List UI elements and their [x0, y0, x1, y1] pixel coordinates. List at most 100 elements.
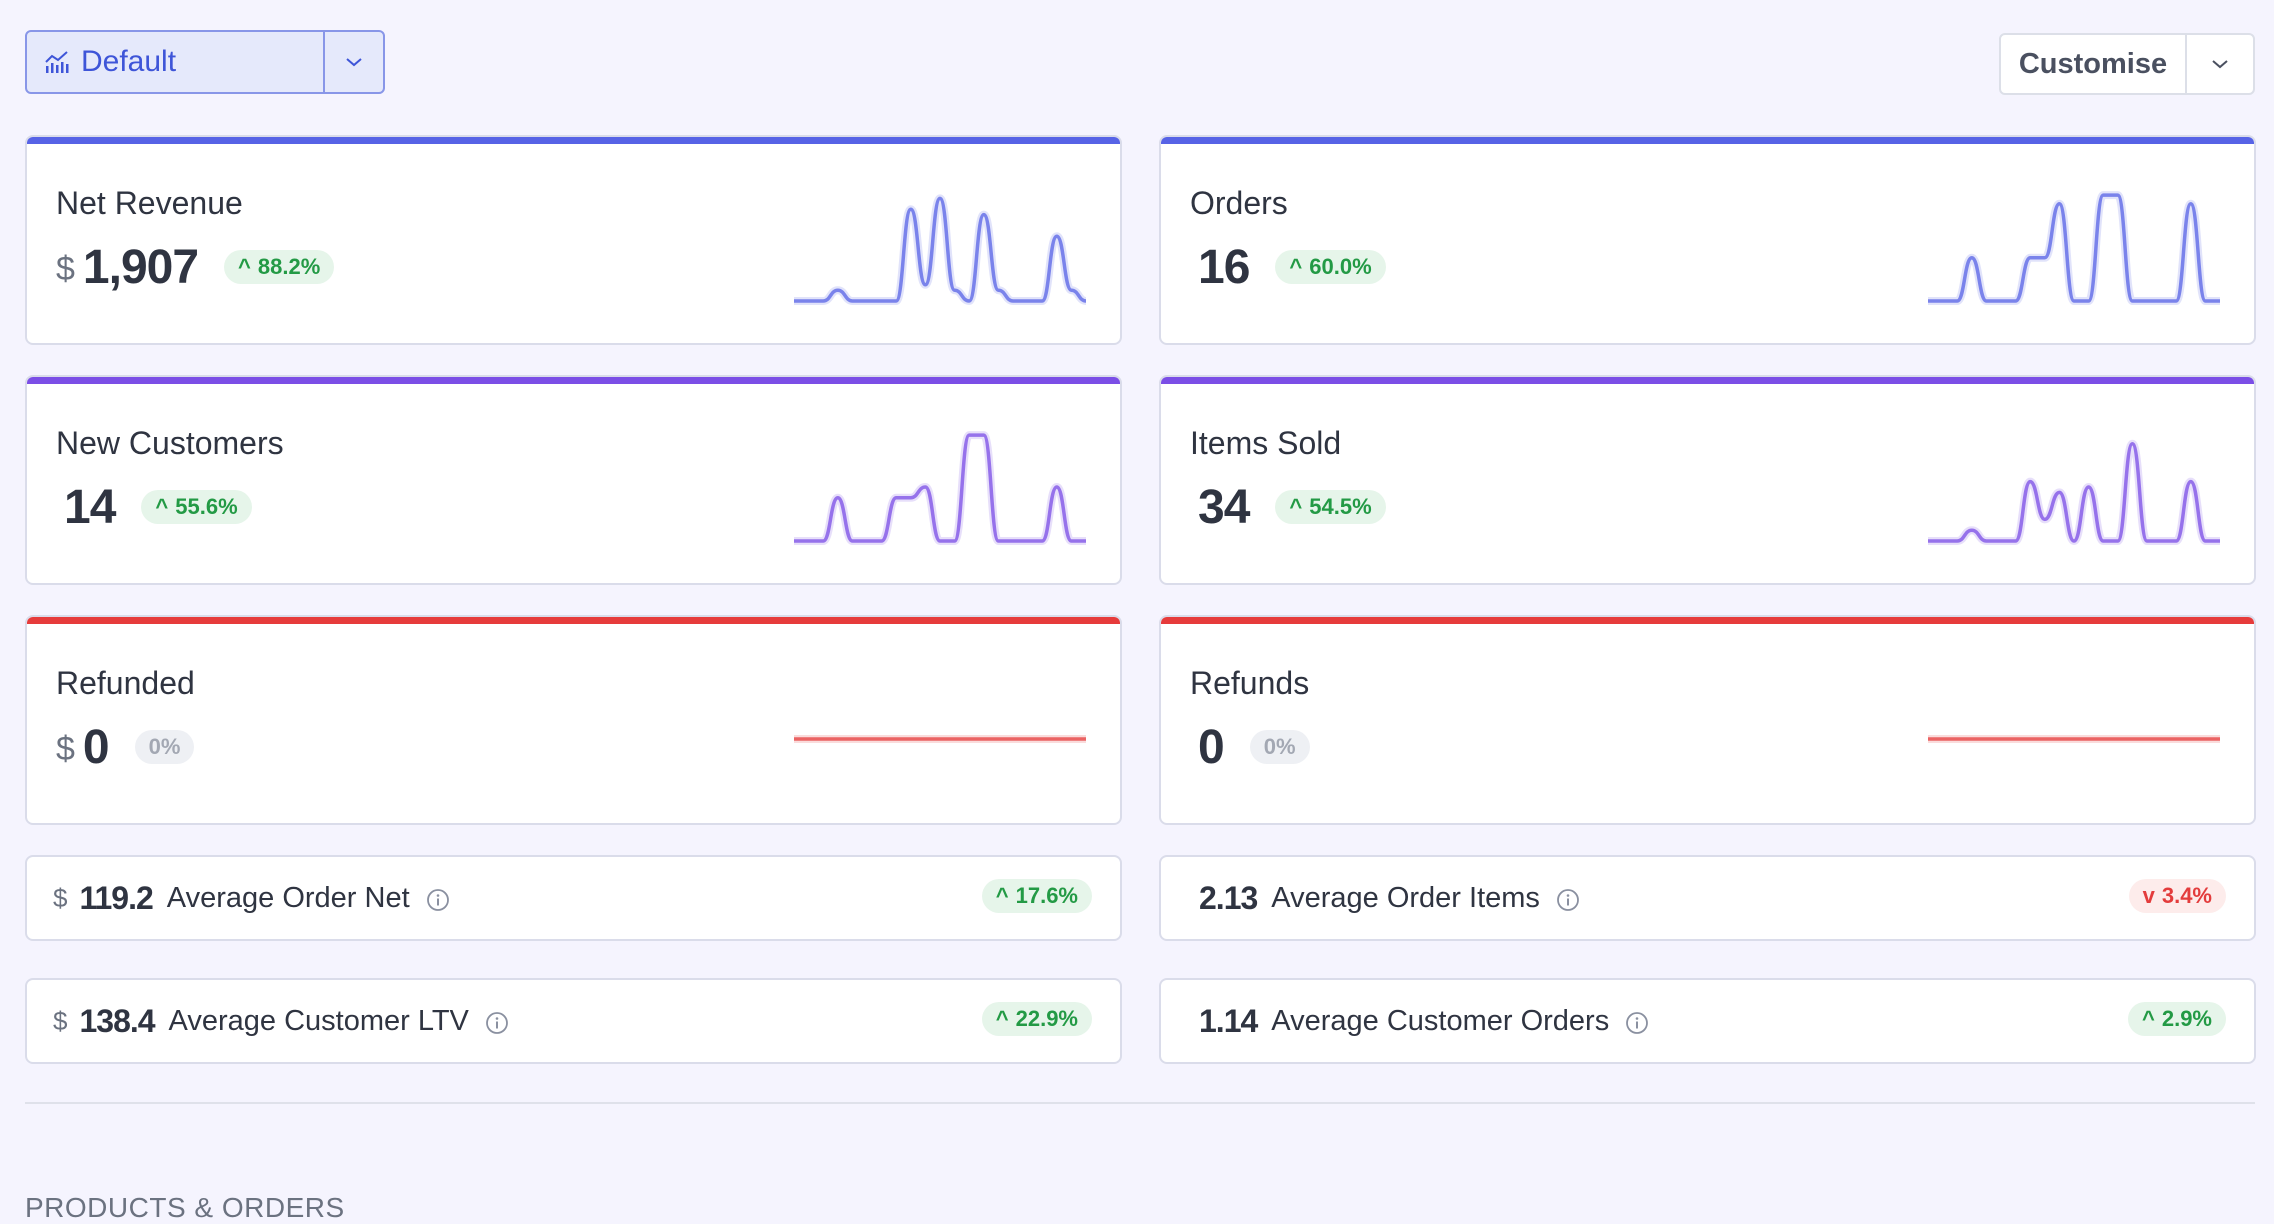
chevron-down-icon: v — [2142, 883, 2155, 908]
card-title: Refunded — [56, 665, 195, 701]
customise-caret[interactable] — [2185, 35, 2253, 93]
view-select-caret[interactable] — [323, 32, 383, 92]
card-accent-bar — [1161, 617, 2254, 624]
stat-label: Average Order Items — [1271, 881, 1540, 914]
sparkline-glow — [794, 194, 1086, 306]
sparkline-chart — [1928, 191, 2220, 305]
change-value: 3.4% — [2161, 883, 2212, 908]
change-value: 54.5% — [1309, 494, 1372, 519]
sparkline-chart — [794, 735, 1086, 743]
metric-card-items-sold[interactable]: Items Sold 34 ^ 54.5% — [1159, 375, 2256, 585]
card-title: Orders — [1190, 185, 1288, 221]
chevron-up-icon: ^ — [238, 254, 251, 279]
currency-symbol: $ — [53, 1005, 68, 1036]
card-title: Net Revenue — [56, 185, 243, 221]
change-badge: ^ 17.6% — [981, 879, 1092, 913]
stat-average-order-items[interactable]: 2.13 Average Order Items v 3.4% — [1159, 855, 2256, 941]
change-value: 22.9% — [1015, 1006, 1078, 1031]
stat-value: 1.14 — [1199, 1002, 1258, 1039]
change-value: 88.2% — [257, 254, 321, 279]
card-value-row: 0 0% — [1190, 719, 1310, 775]
change-badge: ^ 54.5% — [1275, 490, 1386, 524]
info-icon[interactable] — [485, 1011, 509, 1035]
customise-dropdown[interactable]: Customise — [1999, 33, 2255, 95]
card-value: 14 — [64, 480, 116, 534]
card-accent-bar — [1161, 137, 2254, 144]
stat-label: Average Customer Orders — [1271, 1004, 1610, 1037]
card-value-row: 14 ^ 55.6% — [56, 479, 252, 535]
section-title: PRODUCTS & ORDERS — [25, 1192, 345, 1223]
chevron-down-icon — [346, 58, 362, 67]
change-value: 0% — [1263, 734, 1296, 759]
currency-symbol: $ — [53, 882, 68, 913]
sparkline-chart — [1928, 439, 2220, 546]
change-value: 17.6% — [1015, 883, 1078, 908]
change-value: 0% — [148, 734, 181, 759]
chevron-down-icon — [2212, 60, 2228, 69]
metric-card-new-customers[interactable]: New Customers 14 ^ 55.6% — [25, 375, 1122, 585]
card-value: 0 — [1198, 720, 1225, 774]
sparkline-chart — [1928, 735, 2220, 743]
metric-card-refunds[interactable]: Refunds 0 0% — [1159, 615, 2256, 825]
view-select-label: Default — [81, 45, 177, 78]
info-icon[interactable] — [1625, 1011, 1649, 1035]
card-accent-bar — [27, 377, 1120, 384]
change-badge: 0% — [134, 730, 195, 764]
stat-value: 119.2 — [79, 879, 153, 916]
change-value: 55.6% — [175, 494, 238, 519]
change-badge: 0% — [1249, 730, 1310, 764]
card-accent-bar — [27, 137, 1120, 144]
sparkline-line — [794, 196, 1086, 303]
sparkline-line — [794, 433, 1086, 543]
stat-label: Average Order Net — [166, 881, 410, 914]
chevron-up-icon: ^ — [155, 494, 169, 519]
stat-value: 138.4 — [79, 1002, 155, 1039]
change-badge: ^ 60.0% — [1275, 250, 1386, 284]
change-badge: ^ 88.2% — [224, 250, 335, 284]
change-badge: ^ 55.6% — [141, 490, 252, 524]
change-value: 60.0% — [1309, 254, 1372, 279]
currency-symbol: $ — [56, 729, 75, 768]
chevron-up-icon: ^ — [1289, 254, 1303, 279]
card-accent-bar — [27, 617, 1120, 624]
card-value-row: $ 0 0% — [56, 719, 195, 775]
sparkline-line — [1928, 442, 2220, 543]
card-value: 1,907 — [82, 240, 199, 294]
sparkline-glow — [1928, 191, 2220, 305]
sparkline-glow — [794, 431, 1086, 545]
sparkline-glow — [1928, 439, 2220, 546]
card-value-row: 34 ^ 54.5% — [1190, 479, 1386, 535]
card-title: New Customers — [56, 425, 284, 461]
view-select[interactable]: Default — [25, 30, 385, 94]
card-title: Refunds — [1190, 665, 1310, 701]
card-value: 34 — [1198, 480, 1250, 534]
stat-average-order-net[interactable]: $ 119.2 Average Order Net ^ 17.6% — [25, 855, 1122, 941]
currency-symbol: $ — [56, 249, 75, 288]
stat-label: Average Customer LTV — [168, 1004, 469, 1037]
sparkline-line — [1928, 193, 2220, 303]
stat-average-customer-orders[interactable]: 1.14 Average Customer Orders ^ 2.9% — [1159, 978, 2256, 1064]
card-value-row: 16 ^ 60.0% — [1190, 239, 1386, 295]
card-value: 0 — [82, 720, 110, 774]
customise-button[interactable]: Customise — [2018, 47, 2168, 80]
stat-average-customer-ltv[interactable]: $ 138.4 Average Customer LTV ^ 22.9% — [25, 978, 1122, 1064]
metric-card-refunded[interactable]: Refunded $ 0 0% — [25, 615, 1122, 825]
sparkline-chart — [794, 194, 1086, 306]
info-icon[interactable] — [1556, 888, 1580, 912]
card-accent-bar — [1161, 377, 2254, 384]
info-icon[interactable] — [426, 888, 450, 912]
metric-card-orders[interactable]: Orders 16 ^ 60.0% — [1159, 135, 2256, 345]
chart-icon — [45, 51, 69, 73]
view-select-button[interactable]: Default — [27, 32, 323, 92]
change-badge: ^ 2.9% — [2127, 1002, 2226, 1036]
card-value-row: $ 1,907 ^ 88.2% — [56, 239, 335, 295]
chevron-up-icon: ^ — [995, 1006, 1009, 1031]
chevron-up-icon: ^ — [2141, 1006, 2155, 1031]
change-badge: v 3.4% — [2128, 879, 2226, 913]
stat-value: 2.13 — [1199, 879, 1258, 916]
chevron-up-icon: ^ — [1289, 494, 1303, 519]
card-title: Items Sold — [1190, 425, 1342, 461]
metric-card-net-revenue[interactable]: Net Revenue $ 1,907 ^ 88.2% — [25, 135, 1122, 345]
change-badge: ^ 22.9% — [981, 1002, 1092, 1036]
chevron-up-icon: ^ — [995, 883, 1009, 908]
